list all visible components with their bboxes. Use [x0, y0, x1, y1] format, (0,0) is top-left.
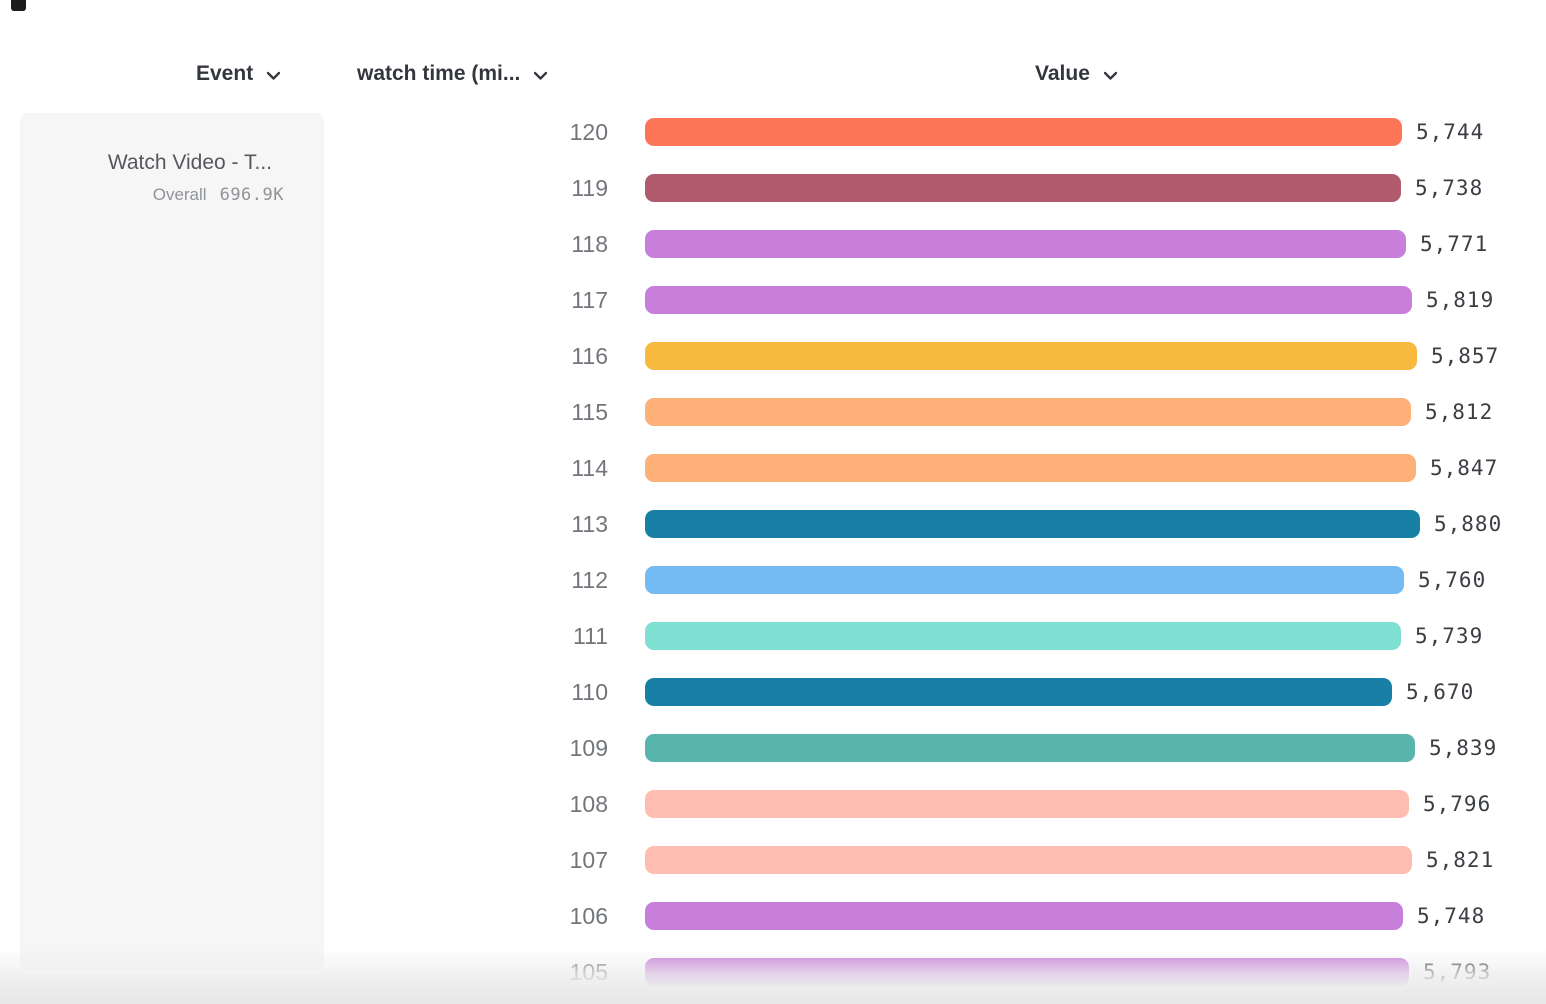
bar-segment[interactable]	[645, 510, 1420, 538]
value-label: 5,748	[1417, 904, 1486, 928]
breakdown-column-dropdown[interactable]: watch time (mi...	[357, 58, 548, 90]
chart-row: 110 5,670	[0, 664, 1546, 720]
bar-segment[interactable]	[645, 342, 1417, 370]
value-label: 5,793	[1423, 960, 1492, 984]
category-label: 111	[573, 622, 608, 649]
value-label: 5,812	[1425, 400, 1494, 424]
bar-segment[interactable]	[645, 118, 1402, 146]
chart-row: 112 5,760	[0, 552, 1546, 608]
chart-row: 115 5,812	[0, 384, 1546, 440]
bar-segment[interactable]	[645, 566, 1404, 594]
bar-segment[interactable]	[645, 286, 1412, 314]
bar-segment[interactable]	[645, 902, 1403, 930]
value-label: 5,760	[1418, 568, 1487, 592]
category-label: 109	[569, 734, 608, 761]
bar-segment[interactable]	[645, 958, 1409, 986]
value-label: 5,819	[1426, 288, 1495, 312]
chevron-down-icon	[1103, 71, 1118, 81]
value-label: 5,821	[1426, 848, 1495, 872]
chart-row: 114 5,847	[0, 440, 1546, 496]
category-label: 108	[569, 790, 608, 817]
value-column-dropdown[interactable]: Value	[1035, 58, 1118, 90]
event-overall-row: Overall 696.9K	[20, 185, 284, 205]
value-label: 5,670	[1406, 680, 1475, 704]
category-label: 105	[569, 958, 608, 985]
chart-row: 107 5,821	[0, 832, 1546, 888]
chart-row: 119 5,738	[0, 160, 1546, 216]
value-label: 5,796	[1423, 792, 1492, 816]
value-label: 5,839	[1429, 736, 1498, 760]
event-column-label: Event	[196, 62, 254, 85]
event-name: Watch Video - T...	[107, 151, 272, 174]
value-label: 5,857	[1431, 344, 1500, 368]
bar-segment[interactable]	[645, 790, 1409, 818]
chevron-down-icon	[533, 71, 548, 81]
bar-segment[interactable]	[645, 734, 1415, 762]
category-label: 116	[571, 342, 608, 369]
value-label: 5,880	[1434, 512, 1503, 536]
bar-segment[interactable]	[645, 174, 1401, 202]
value-label: 5,744	[1416, 120, 1485, 144]
value-label: 5,771	[1420, 232, 1489, 256]
value-label: 5,739	[1415, 624, 1484, 648]
chart-row: 120 5,744	[0, 104, 1546, 160]
category-label: 110	[571, 678, 608, 705]
category-label: 106	[569, 902, 608, 929]
chart-row: 117 5,819	[0, 272, 1546, 328]
category-label: 115	[571, 398, 608, 425]
chevron-down-icon	[266, 71, 281, 81]
top-left-cropped-icon	[11, 0, 26, 11]
chart-row: 105 5,793	[0, 944, 1546, 1000]
chart-row: 111 5,739	[0, 608, 1546, 664]
breakdown-column-label: watch time (mi...	[357, 62, 521, 85]
value-column-label: Value	[1035, 62, 1090, 85]
bar-segment[interactable]	[645, 230, 1406, 258]
category-label: 114	[571, 454, 608, 481]
overall-label: Overall	[152, 185, 207, 204]
category-label: 112	[571, 566, 608, 593]
value-label: 5,738	[1415, 176, 1484, 200]
chart-row: 113 5,880	[0, 496, 1546, 552]
event-legend-panel[interactable]: Watch Video - T... Overall 696.9K	[20, 113, 324, 970]
chart-row: 109 5,839	[0, 720, 1546, 776]
category-label: 120	[569, 118, 608, 145]
value-label: 5,847	[1430, 456, 1499, 480]
category-label: 107	[569, 846, 608, 873]
bar-segment[interactable]	[645, 846, 1412, 874]
chart-row: 108 5,796	[0, 776, 1546, 832]
category-label: 118	[571, 230, 608, 257]
event-column-dropdown[interactable]: Event	[196, 58, 281, 90]
chart-row: 106 5,748	[0, 888, 1546, 944]
bar-segment[interactable]	[645, 454, 1416, 482]
bar-segment[interactable]	[645, 622, 1401, 650]
bar-segment[interactable]	[645, 398, 1411, 426]
category-label: 117	[571, 286, 608, 313]
chart-row: 118 5,771	[0, 216, 1546, 272]
chart-row: 116 5,857	[0, 328, 1546, 384]
category-label: 119	[571, 174, 608, 201]
category-label: 113	[571, 510, 608, 537]
overall-value: 696.9K	[219, 185, 284, 205]
bar-segment[interactable]	[645, 678, 1392, 706]
